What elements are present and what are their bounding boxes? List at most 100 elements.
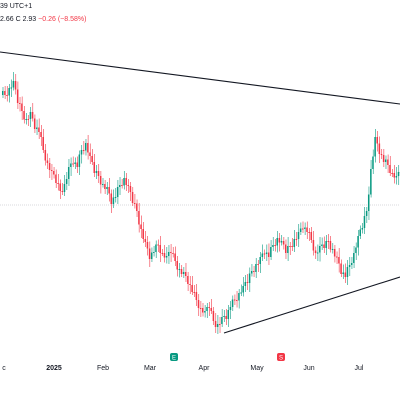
candle-body [40, 132, 42, 137]
candle-body [264, 254, 266, 255]
candle-body [113, 198, 115, 205]
candle-body [381, 154, 383, 155]
candle-body [106, 187, 108, 189]
candle-body [198, 300, 200, 308]
candle-body [21, 104, 23, 112]
candle-body [104, 184, 106, 189]
candle-body [257, 264, 259, 265]
candle-body [206, 307, 208, 311]
candle-body [321, 245, 323, 247]
x-axis-label: Jul [355, 365, 364, 372]
candle-body [34, 119, 36, 130]
candle-body [300, 229, 302, 233]
candle-body [179, 269, 181, 270]
candle-body [249, 274, 251, 284]
candle-body [396, 176, 398, 178]
candles-layer [2, 72, 400, 334]
legend-close-value: C 2.93 [16, 16, 37, 23]
candle-body [149, 249, 151, 260]
candle-body [251, 271, 253, 274]
candle-body [215, 321, 217, 327]
candle-body [370, 169, 372, 195]
candle-body [279, 238, 281, 243]
lower-trendline [224, 277, 400, 333]
x-axis-label: 2025 [46, 365, 62, 372]
candle-body [389, 165, 391, 173]
candle-body [268, 253, 270, 258]
candle-body [196, 292, 198, 300]
candle-body [353, 253, 355, 263]
candle-body [172, 253, 174, 254]
candle-body [185, 272, 187, 276]
candle-body [96, 171, 98, 173]
candle-body [136, 204, 138, 212]
candle-body [208, 307, 210, 308]
candle-body [274, 245, 276, 246]
candle-body [357, 236, 359, 248]
candle-body [119, 185, 121, 187]
candle-body [91, 156, 93, 162]
candle-body [259, 257, 261, 264]
candle-body [289, 246, 291, 247]
candle-body [168, 252, 170, 256]
candle-body [176, 261, 178, 270]
candle-body [28, 119, 30, 120]
candle-body [200, 308, 202, 309]
candle-body [170, 252, 172, 253]
candle-body [232, 300, 234, 308]
candle-body [219, 324, 221, 325]
svg-text:S: S [279, 356, 283, 362]
candle-body [47, 161, 49, 164]
candle-body [240, 293, 242, 294]
candle-body [117, 187, 119, 197]
candle-body [213, 311, 215, 321]
x-axis-label: Apr [199, 365, 211, 372]
candle-body [155, 245, 157, 253]
candle-body [285, 245, 287, 254]
candle-body [140, 225, 142, 230]
candle-body [125, 178, 127, 185]
candle-body [221, 317, 223, 324]
candle-body [187, 276, 189, 284]
candle-body [345, 273, 347, 278]
candle-body [338, 257, 340, 264]
candle-body [238, 293, 240, 301]
candle-body [202, 308, 204, 313]
candle-body [313, 240, 315, 251]
candle-body [4, 91, 6, 95]
candle-body [228, 310, 230, 319]
candle-body [304, 228, 306, 230]
candle-body [166, 256, 168, 258]
candle-body [159, 245, 161, 253]
candle-body [57, 183, 59, 184]
x-axis-label: Mar [144, 365, 157, 372]
candle-body [302, 229, 304, 230]
candle-body [138, 211, 140, 225]
candle-body [359, 230, 361, 237]
candle-body [66, 179, 68, 184]
candle-body [13, 81, 15, 88]
candle-body [325, 241, 327, 248]
candle-body [368, 195, 370, 212]
candle-body [142, 229, 144, 239]
event-badge: S [277, 353, 285, 362]
candle-body [191, 285, 193, 292]
candle-body [153, 252, 155, 253]
candle-body [102, 184, 104, 185]
candle-body [87, 143, 89, 153]
candle-body [387, 160, 389, 166]
candle-body [328, 241, 330, 242]
candle-body [49, 163, 51, 170]
x-axis-label: May [250, 365, 264, 372]
candle-body [30, 112, 32, 119]
candle-body [242, 286, 244, 293]
candle-body [391, 173, 393, 174]
candle-body [362, 228, 364, 230]
candle-body [72, 164, 74, 165]
candle-body [351, 263, 353, 265]
trendlines-layer [0, 52, 400, 333]
candle-body [296, 239, 298, 240]
